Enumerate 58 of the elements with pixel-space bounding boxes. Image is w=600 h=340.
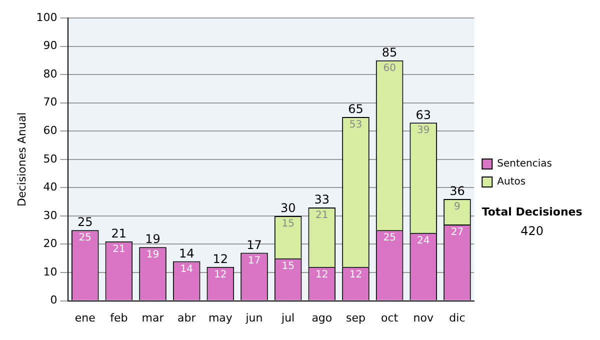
data-label: 39 (417, 125, 430, 136)
total-label: 14 (178, 246, 194, 260)
x-tick-label: may (208, 311, 233, 324)
y-tick-label: 40 (43, 180, 58, 194)
y-tick-label: 30 (43, 208, 58, 222)
data-label: 60 (383, 63, 396, 74)
y-tick-label: 70 (43, 96, 58, 109)
x-tick-label: ene (74, 311, 96, 324)
y-tick-label: 20 (43, 237, 58, 250)
data-label: 24 (417, 236, 430, 247)
y-axis-title: Decisiones Anual (15, 112, 28, 206)
total-label: 19 (145, 232, 160, 246)
total-label: 30 (280, 201, 296, 216)
data-label: 15 (282, 260, 294, 272)
data-label: 21 (112, 244, 126, 256)
x-tick-label: oct (381, 311, 399, 324)
x-tick-label: feb (110, 311, 128, 324)
total-label: 65 (348, 102, 364, 116)
data-label: 25 (78, 232, 92, 244)
x-tick-label: jul (280, 311, 295, 324)
data-label: 12 (316, 269, 328, 280)
x-tick-label: dic (449, 311, 466, 324)
data-label: 14 (180, 264, 193, 275)
total-label: 12 (212, 252, 228, 266)
total-label: 63 (416, 108, 432, 122)
data-label: 19 (146, 250, 160, 261)
total-label: 17 (246, 238, 262, 252)
total-label: 33 (314, 192, 330, 207)
total-label: 25 (77, 215, 93, 230)
x-tick-label: sep (346, 311, 366, 324)
y-tick-label: 80 (43, 67, 58, 80)
y-tick-label: 0 (50, 294, 58, 307)
total-label: 85 (382, 46, 398, 60)
legend-label: Autos (497, 176, 526, 188)
y-tick-label: 60 (43, 124, 58, 137)
y-tick-label: 100 (36, 10, 58, 24)
data-label: 53 (349, 120, 362, 131)
x-tick-label: jun (244, 311, 263, 324)
data-label: 27 (450, 227, 464, 238)
total-label: 21 (111, 226, 127, 241)
legend-label: Sentencias (497, 158, 552, 170)
x-tick-label: mar (142, 311, 164, 324)
text: Total Decisiones (482, 205, 583, 218)
data-label: 21 (316, 210, 328, 222)
y-tick-label: 90 (43, 39, 58, 52)
text: 420 (520, 224, 544, 238)
data-label: 17 (248, 255, 261, 266)
data-label: 12 (214, 269, 227, 280)
data-label: 15 (282, 218, 294, 230)
y-tick-label: 50 (43, 152, 58, 166)
data-label: 9 (454, 202, 460, 213)
y-tick-label: 10 (43, 265, 58, 278)
x-tick-label: abr (177, 311, 196, 324)
total-label: 36 (450, 184, 465, 198)
x-tick-label: nov (413, 311, 434, 324)
data-label: 25 (383, 232, 396, 244)
data-label: 12 (349, 269, 362, 280)
x-tick-label: ago (312, 311, 332, 324)
